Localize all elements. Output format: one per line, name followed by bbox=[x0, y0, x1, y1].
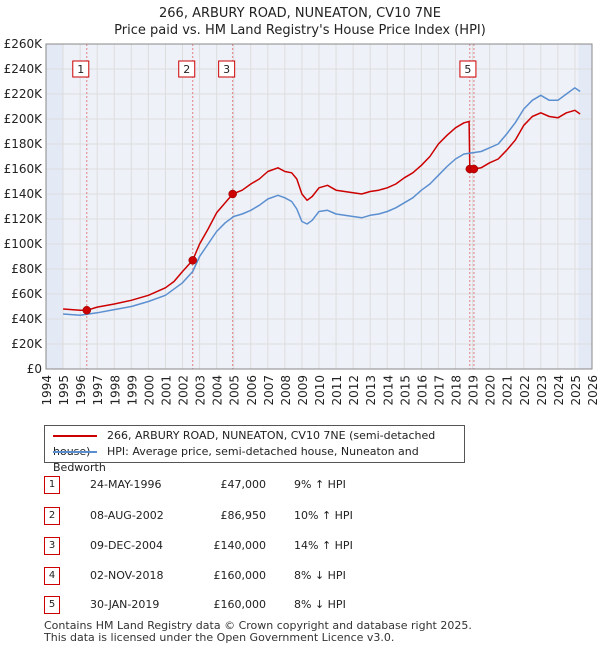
y-tick-label: £200K bbox=[4, 112, 44, 126]
x-tick-label: 2006 bbox=[245, 375, 259, 406]
sale-price: £160,000 bbox=[213, 598, 267, 611]
x-tick-label: 2000 bbox=[142, 375, 156, 406]
highlight-band bbox=[46, 44, 64, 369]
footer-copyright: Contains HM Land Registry data © Crown c… bbox=[44, 619, 472, 632]
y-tick-label: £0 bbox=[27, 362, 42, 376]
sale-price: £140,000 bbox=[213, 539, 267, 552]
sale-marker-label: 3 bbox=[223, 63, 230, 76]
x-tick-label: 2015 bbox=[398, 375, 412, 406]
legend-swatch-hpi bbox=[53, 451, 97, 453]
sale-number-badge: 2 bbox=[44, 507, 60, 525]
x-tick-label: 2014 bbox=[381, 375, 395, 406]
sale-marker-label: 5 bbox=[464, 63, 471, 76]
price-chart: £0 £20K £40K £60K £80K £100K £120K £140K £160K £1… bbox=[4, 37, 600, 406]
x-tick-label: 2025 bbox=[569, 375, 583, 406]
sale-marker-label: 2 bbox=[183, 63, 190, 76]
property-price-line bbox=[63, 109, 581, 312]
sale-hpi-change: 10% ↑ HPI bbox=[294, 509, 353, 522]
x-tick-label: 2012 bbox=[347, 375, 361, 406]
sale-point bbox=[228, 189, 237, 199]
x-tick-label: 2004 bbox=[211, 375, 225, 406]
y-tick-label: £240K bbox=[4, 62, 44, 76]
y-tick-label: £80K bbox=[11, 262, 43, 276]
legend-item-hpi: HPI: Average price, semi-detached house,… bbox=[53, 444, 464, 474]
x-tick-label: 2019 bbox=[467, 375, 481, 406]
sale-marker-box bbox=[459, 60, 477, 78]
sale-date: 24-MAY-1996 bbox=[90, 478, 162, 491]
x-tick-label: 2005 bbox=[228, 375, 242, 406]
x-tick-label: 2002 bbox=[177, 375, 191, 406]
x-tick-label: 1994 bbox=[40, 375, 54, 406]
legend-swatch-property bbox=[53, 435, 97, 437]
sale-marker-box bbox=[72, 60, 90, 78]
sale-hpi-change: 8% ↓ HPI bbox=[294, 569, 346, 582]
sale-hpi-change: 8% ↓ HPI bbox=[294, 598, 346, 611]
x-tick-label: 2013 bbox=[364, 375, 378, 406]
x-tick-label: 1995 bbox=[57, 375, 71, 406]
x-tick-label: 1997 bbox=[91, 375, 105, 406]
x-tick-label: 2018 bbox=[450, 375, 464, 406]
sale-price: £160,000 bbox=[213, 569, 267, 582]
y-tick-label: £220K bbox=[4, 87, 44, 101]
x-tick-label: 2024 bbox=[552, 375, 566, 406]
y-tick-label: £140K bbox=[4, 187, 44, 201]
legend: 266, ARBURY ROAD, NUNEATON, CV10 7NE (se… bbox=[44, 425, 465, 474]
sale-price: £47,000 bbox=[220, 478, 267, 491]
sale-marker-box bbox=[178, 60, 196, 78]
sale-number-badge: 3 bbox=[44, 537, 60, 555]
sale-point bbox=[469, 164, 479, 174]
x-tick-label: 1998 bbox=[108, 375, 122, 406]
sale-point bbox=[188, 256, 197, 265]
y-tick-label: £60K bbox=[11, 287, 43, 301]
sale-price: £86,950 bbox=[220, 509, 267, 522]
sale-number-badge: 1 bbox=[44, 476, 60, 494]
sale-date: 08-AUG-2002 bbox=[90, 509, 164, 522]
x-tick-label: 2023 bbox=[535, 375, 549, 406]
sale-hpi-change: 14% ↑ HPI bbox=[294, 539, 353, 552]
x-tick-label: 2003 bbox=[194, 375, 208, 406]
x-tick-label: 2007 bbox=[262, 375, 276, 406]
sale-number-badge: 4 bbox=[44, 567, 60, 585]
legend-label-hpi: HPI: Average price, semi-detached house,… bbox=[53, 445, 419, 474]
x-tick-label: 2020 bbox=[484, 375, 498, 406]
sale-date: 02-NOV-2018 bbox=[90, 569, 164, 582]
y-tick-label: £180K bbox=[4, 137, 44, 151]
y-tick-label: £260K bbox=[4, 37, 44, 51]
x-tick-label: 2026 bbox=[586, 375, 600, 406]
y-tick-label: £160K bbox=[4, 162, 44, 176]
y-tick-label: £100K bbox=[4, 237, 44, 251]
sale-date: 30-JAN-2019 bbox=[90, 598, 160, 611]
x-tick-label: 1999 bbox=[125, 375, 139, 406]
y-tick-label: £120K bbox=[4, 212, 44, 226]
hpi-line bbox=[63, 87, 581, 317]
sale-marker-label: 1 bbox=[77, 63, 84, 76]
x-tick-label: 2009 bbox=[296, 375, 310, 406]
y-tick-label: £40K bbox=[11, 312, 43, 326]
x-tick-label: 2001 bbox=[159, 375, 173, 406]
x-tick-label: 2008 bbox=[279, 375, 293, 406]
plot-border bbox=[45, 43, 593, 370]
chart-subtitle: Price paid vs. HM Land Registry's House … bbox=[114, 23, 486, 38]
footer-licence: This data is licensed under the Open Gov… bbox=[44, 631, 395, 644]
y-tick-label: £20K bbox=[11, 337, 43, 351]
sale-point bbox=[82, 306, 92, 315]
sale-marker-box bbox=[218, 60, 236, 78]
chart-title: 266, ARBURY ROAD, NUNEATON, CV10 7NE bbox=[159, 6, 441, 21]
legend-item-property: 266, ARBURY ROAD, NUNEATON, CV10 7NE (se… bbox=[53, 428, 464, 458]
x-tick-label: 2011 bbox=[330, 375, 344, 406]
sale-hpi-change: 9% ↑ HPI bbox=[294, 478, 346, 491]
x-tick-label: 2022 bbox=[518, 375, 532, 406]
x-tick-label: 2016 bbox=[415, 375, 429, 406]
x-tick-label: 2021 bbox=[501, 375, 515, 406]
x-tick-label: 1996 bbox=[74, 375, 88, 406]
x-tick-label: 2017 bbox=[432, 375, 446, 406]
x-tick-label: 2010 bbox=[313, 375, 327, 406]
highlight-band bbox=[578, 44, 592, 369]
sale-date: 09-DEC-2004 bbox=[90, 539, 164, 552]
sale-number-badge: 5 bbox=[44, 596, 60, 614]
